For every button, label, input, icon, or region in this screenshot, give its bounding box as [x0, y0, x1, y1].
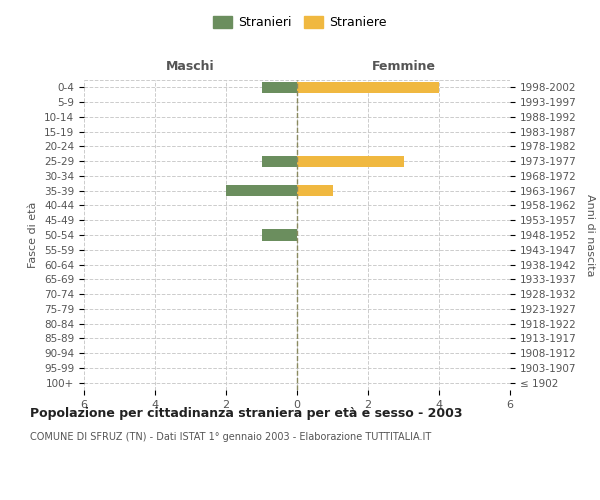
Bar: [297, 82, 439, 93]
Text: Popolazione per cittadinanza straniera per età e sesso - 2003: Popolazione per cittadinanza straniera p…: [30, 408, 463, 420]
Y-axis label: Fasce di età: Fasce di età: [28, 202, 38, 268]
Bar: [297, 185, 332, 196]
Text: COMUNE DI SFRUZ (TN) - Dati ISTAT 1° gennaio 2003 - Elaborazione TUTTITALIA.IT: COMUNE DI SFRUZ (TN) - Dati ISTAT 1° gen…: [30, 432, 431, 442]
Text: Maschi: Maschi: [166, 60, 215, 72]
Bar: [226, 185, 297, 196]
Bar: [262, 82, 297, 93]
Bar: [262, 230, 297, 240]
Bar: [262, 156, 297, 166]
Text: Femmine: Femmine: [371, 60, 436, 72]
Y-axis label: Anni di nascita: Anni di nascita: [585, 194, 595, 276]
Bar: [297, 156, 404, 166]
Legend: Stranieri, Straniere: Stranieri, Straniere: [208, 11, 392, 34]
